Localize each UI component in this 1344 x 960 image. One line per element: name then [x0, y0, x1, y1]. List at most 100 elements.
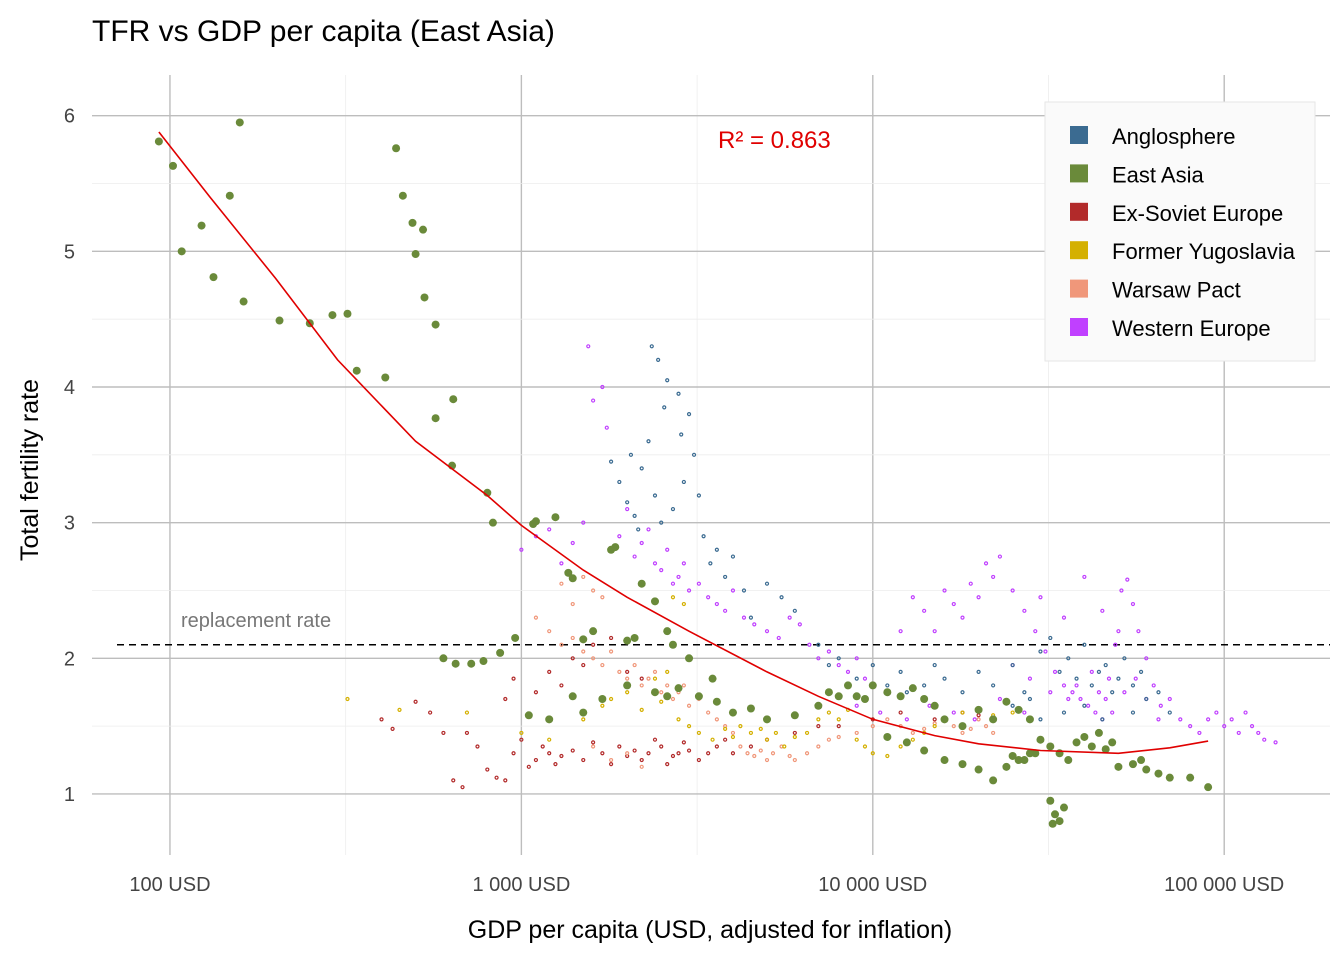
data-point: [792, 734, 797, 740]
data-point: [617, 669, 622, 674]
data-point: [1061, 710, 1067, 715]
data-point: [826, 737, 831, 742]
x-tick-label: 1 000 USD: [472, 874, 570, 896]
data-point: [723, 608, 728, 613]
data-point: [600, 384, 605, 390]
fit-line: [158, 131, 1209, 755]
data-point: [551, 513, 560, 522]
data-point: [608, 635, 614, 641]
data-point: [730, 730, 736, 736]
data-point: [870, 751, 875, 756]
data-point: [1103, 696, 1108, 702]
data-point: [686, 588, 692, 593]
data-point: [670, 506, 676, 512]
data-point: [991, 574, 996, 580]
data-point: [579, 708, 588, 717]
data-point: [439, 654, 448, 663]
data-point: [927, 703, 932, 708]
data-point: [738, 744, 743, 749]
data-point: [932, 662, 937, 668]
data-point: [741, 588, 747, 593]
data-point: [581, 757, 586, 763]
data-point: [526, 764, 531, 769]
data-point: [983, 561, 989, 566]
data-point: [343, 309, 352, 318]
data-point: [464, 730, 470, 736]
data-point: [845, 669, 851, 674]
data-point: [1055, 817, 1064, 826]
data-point: [570, 748, 575, 753]
data-point: [650, 597, 659, 606]
data-point: [628, 452, 634, 457]
data-point: [758, 748, 763, 753]
data-point: [636, 527, 641, 532]
data-point: [1125, 577, 1130, 582]
data-point: [730, 751, 736, 756]
data-point: [779, 595, 784, 600]
data-point: [1116, 629, 1121, 634]
data-point: [397, 707, 402, 712]
data-point: [885, 717, 890, 722]
data-point: [1100, 608, 1105, 613]
data-point: [1046, 796, 1055, 805]
data-point: [177, 247, 186, 256]
data-point: [600, 703, 605, 708]
data-point: [579, 635, 588, 644]
data-point: [834, 692, 843, 701]
data-point: [898, 629, 903, 634]
data-point: [1243, 710, 1248, 715]
data-point: [1002, 697, 1011, 706]
data-point: [792, 608, 797, 613]
data-point: [854, 730, 859, 736]
data-point: [646, 439, 651, 444]
data-point: [623, 636, 632, 645]
data-point: [1051, 810, 1060, 819]
data-point: [1142, 765, 1151, 774]
data-point: [600, 751, 605, 756]
data-point: [1010, 703, 1015, 708]
data-point: [1186, 773, 1195, 782]
data-point: [1229, 717, 1234, 722]
data-point: [1158, 703, 1163, 708]
data-point: [1110, 710, 1115, 715]
data-point: [591, 740, 596, 745]
data-point: [854, 676, 859, 681]
legend-swatch: [1070, 164, 1088, 183]
data-point: [1089, 683, 1094, 688]
y-tick-label: 5: [64, 241, 75, 263]
data-point: [431, 320, 440, 329]
data-point: [797, 622, 802, 627]
legend-label: Western Europe: [1112, 316, 1271, 341]
data-point: [1010, 662, 1015, 668]
data-point: [1022, 690, 1027, 695]
data-point: [488, 518, 497, 527]
legend: Anglosphere East Asia Ex-Soviet Europe Form…: [1044, 101, 1316, 362]
data-point: [738, 724, 743, 729]
data-point: [694, 692, 703, 701]
data-point: [1130, 683, 1136, 688]
data-point: [942, 676, 947, 681]
data-point: [665, 669, 670, 674]
data-point: [1070, 690, 1075, 695]
data-point: [451, 659, 460, 668]
data-point: [679, 432, 684, 437]
data-point: [1167, 710, 1172, 715]
data-point: [632, 554, 637, 559]
data-point: [485, 767, 490, 772]
data-point: [696, 493, 701, 498]
data-point: [723, 574, 728, 580]
data-point: [1074, 676, 1079, 681]
data-point: [870, 662, 875, 668]
data-point: [1059, 803, 1068, 812]
data-point: [239, 297, 248, 306]
data-point: [1113, 642, 1118, 647]
data-point: [604, 425, 609, 430]
data-point: [787, 615, 792, 620]
legend-swatch: [1070, 318, 1088, 336]
data-point: [770, 751, 776, 756]
data-point: [479, 657, 488, 666]
data-point: [676, 717, 681, 722]
data-point: [792, 757, 797, 763]
y-tick-label: 4: [64, 377, 75, 399]
